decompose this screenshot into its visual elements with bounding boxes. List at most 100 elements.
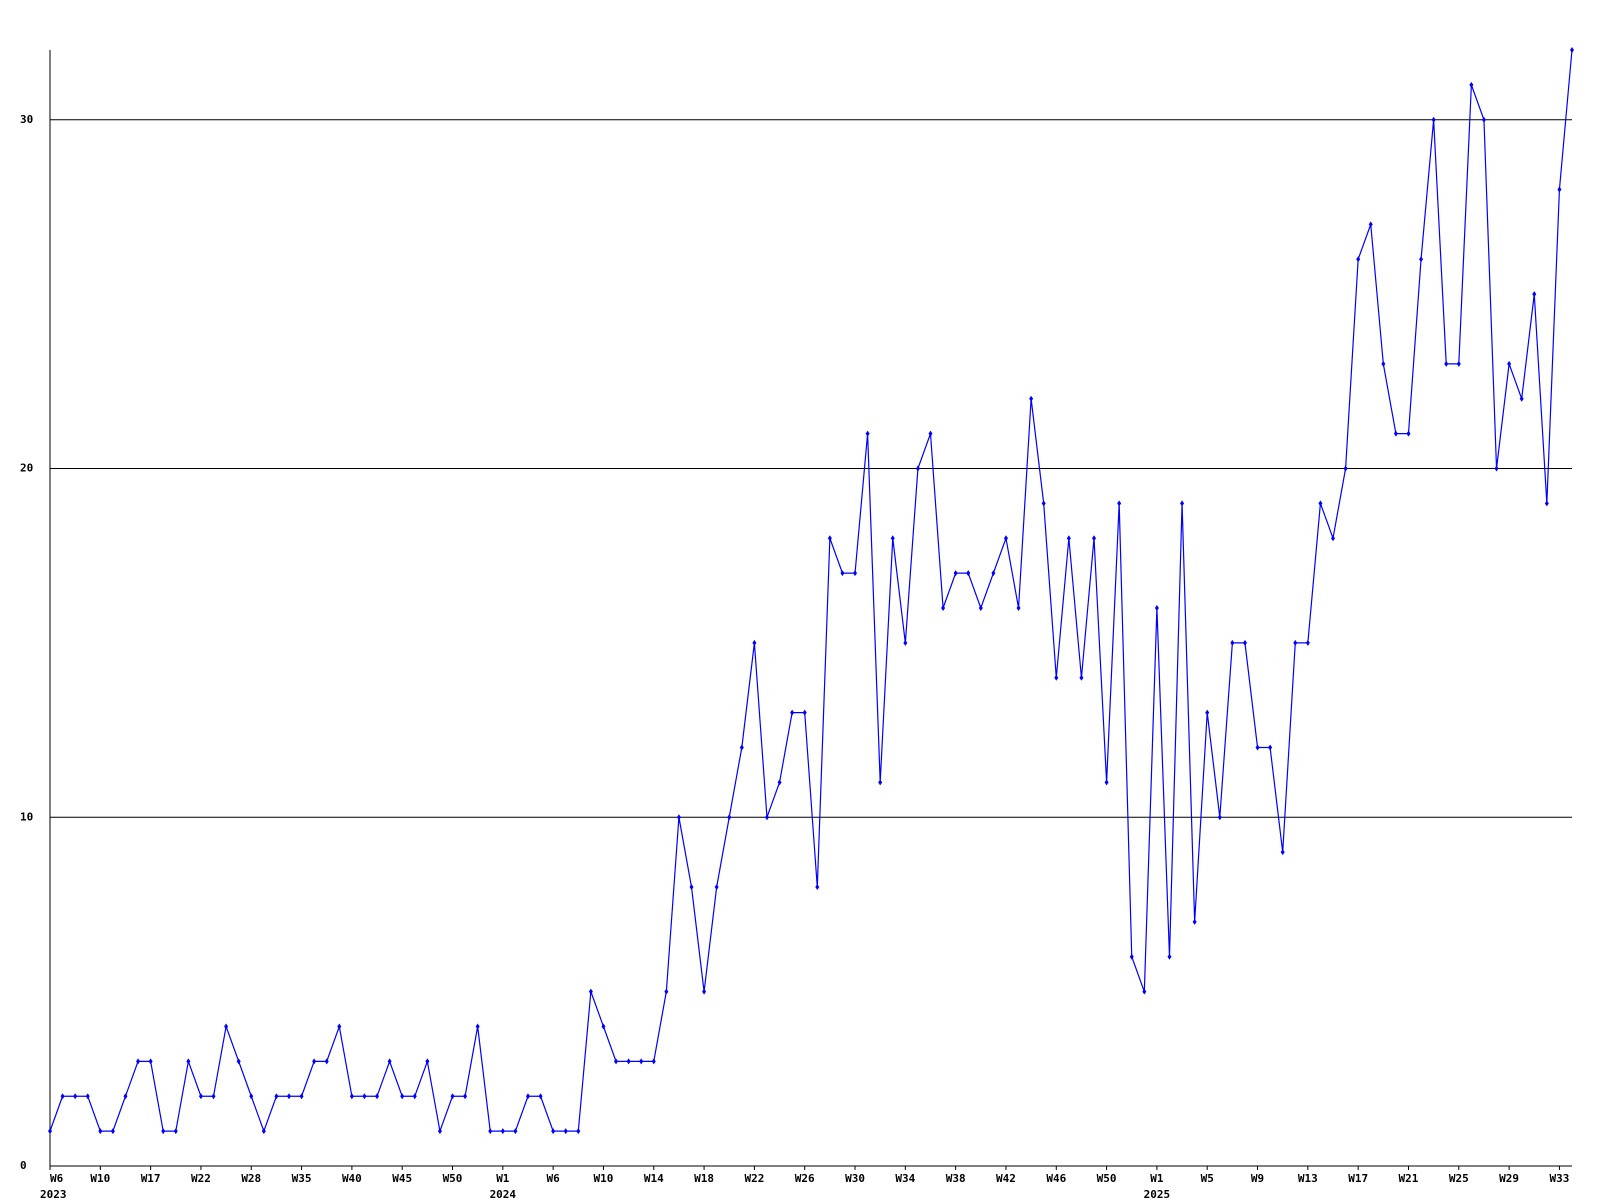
data-point <box>953 570 958 577</box>
x-tick-label: W1 <box>1150 1172 1164 1185</box>
data-point <box>752 639 757 646</box>
x-tick-label: W17 <box>1348 1172 1368 1185</box>
data-point <box>1268 744 1273 751</box>
data-point <box>412 1093 417 1100</box>
x-tick-label: W1 <box>496 1172 510 1185</box>
data-point <box>702 988 707 995</box>
data-point <box>60 1093 65 1100</box>
data-point <box>173 1128 178 1135</box>
data-point <box>865 430 870 437</box>
data-point <box>815 884 820 890</box>
data-point <box>110 1128 115 1135</box>
x-tick-label: W50 <box>1097 1172 1117 1185</box>
data-point <box>1557 186 1562 193</box>
data-point <box>1041 500 1046 507</box>
data-point <box>1154 605 1159 611</box>
x-tick-label: W22 <box>191 1172 211 1185</box>
x-tick-label: W42 <box>996 1172 1016 1185</box>
data-point <box>563 1128 568 1135</box>
x-tick-label: W9 <box>1251 1172 1264 1185</box>
y-tick-label: 30 <box>20 113 33 126</box>
data-point <box>1318 500 1323 507</box>
data-point <box>1381 360 1386 367</box>
data-point <box>1570 47 1574 53</box>
data-point <box>689 884 694 890</box>
data-point <box>73 1093 78 1100</box>
data-point <box>513 1128 518 1135</box>
data-point <box>802 709 807 716</box>
data-point <box>664 988 669 995</box>
data-point <box>1431 116 1436 123</box>
data-point <box>1356 256 1361 263</box>
x-year-label: 2025 <box>1144 1188 1171 1200</box>
x-tick-label: W6 <box>547 1172 561 1185</box>
data-point <box>1205 709 1210 716</box>
data-point <box>362 1093 367 1100</box>
data-point <box>337 1023 342 1030</box>
data-point <box>991 570 996 577</box>
data-point <box>1092 535 1097 542</box>
data-point <box>1406 430 1411 437</box>
data-point <box>1305 639 1310 646</box>
data-point <box>790 709 795 716</box>
x-tick-label: W13 <box>1298 1172 1318 1185</box>
data-point <box>1054 674 1059 681</box>
data-point <box>324 1058 329 1065</box>
data-point <box>224 1023 229 1030</box>
data-point <box>161 1128 166 1135</box>
x-tick-label: W35 <box>292 1172 312 1185</box>
x-tick-label: W18 <box>694 1172 714 1185</box>
data-point <box>375 1093 380 1100</box>
data-point <box>1180 500 1185 507</box>
data-point <box>425 1058 430 1065</box>
data-point <box>827 535 832 542</box>
data-point <box>727 814 732 821</box>
data-point <box>538 1093 543 1100</box>
data-point <box>1494 465 1499 472</box>
x-tick-label: W29 <box>1499 1172 1519 1185</box>
data-point <box>211 1093 216 1100</box>
data-point <box>1255 744 1260 751</box>
data-point <box>903 639 908 646</box>
x-tick-label: W25 <box>1449 1172 1469 1185</box>
data-point <box>186 1058 191 1065</box>
data-point <box>1481 116 1486 123</box>
data-point <box>1419 256 1424 263</box>
data-point <box>941 605 946 611</box>
data-point <box>349 1093 354 1100</box>
x-tick-label: W46 <box>1046 1172 1066 1185</box>
x-tick-label: W38 <box>946 1172 966 1185</box>
data-point <box>123 1093 128 1100</box>
x-tick-label: W34 <box>895 1172 915 1185</box>
data-point <box>274 1093 279 1100</box>
data-point <box>626 1058 631 1065</box>
data-point <box>136 1058 141 1065</box>
y-tick-label: 20 <box>20 462 33 475</box>
data-point <box>966 570 971 577</box>
x-tick-label: W17 <box>141 1172 161 1185</box>
data-point <box>1507 360 1512 367</box>
data-point <box>1029 395 1034 402</box>
data-point <box>739 744 744 751</box>
x-tick-label: W10 <box>90 1172 110 1185</box>
x-tick-label: W26 <box>795 1172 815 1185</box>
x-tick-label: W21 <box>1399 1172 1419 1185</box>
data-point <box>450 1093 455 1100</box>
data-point <box>85 1093 90 1100</box>
data-point <box>1456 360 1461 367</box>
data-point <box>890 535 895 542</box>
data-point <box>1469 81 1474 88</box>
data-point <box>1293 639 1298 646</box>
data-point <box>576 1128 581 1135</box>
data-point <box>551 1128 556 1135</box>
data-point <box>488 1128 493 1135</box>
data-point <box>853 570 858 577</box>
data-point <box>387 1058 392 1065</box>
data-point <box>1003 535 1008 542</box>
data-point <box>261 1128 266 1135</box>
data-point <box>1129 953 1134 960</box>
data-point <box>1104 779 1109 786</box>
data-point <box>1016 605 1021 611</box>
x-tick-label: W5 <box>1201 1172 1214 1185</box>
